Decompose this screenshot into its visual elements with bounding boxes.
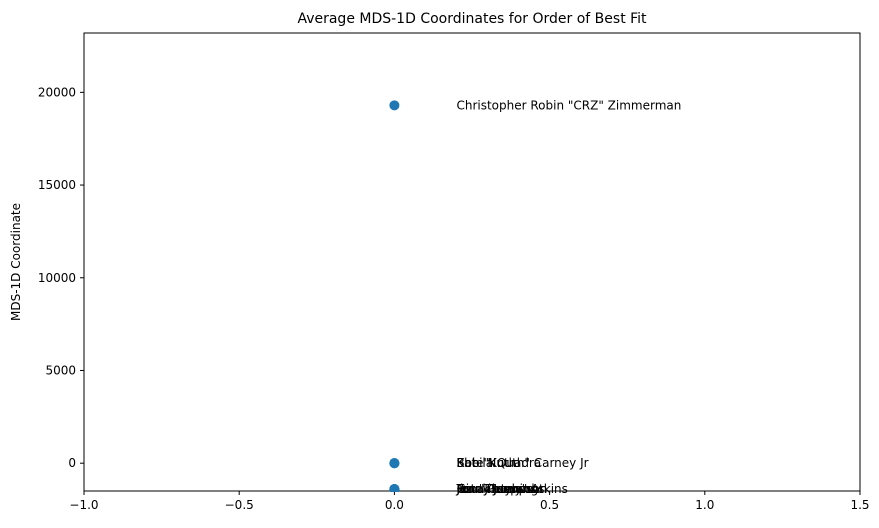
x-tick-label: 0.0 [385, 498, 404, 512]
data-point [389, 100, 400, 111]
point-annotation: Sheila Quadra [456, 456, 541, 470]
y-tick-label: 0 [68, 456, 76, 470]
point-annotation: Frank Jaspers [456, 482, 536, 496]
data-point [389, 458, 400, 469]
x-tick-label: 1.0 [695, 498, 714, 512]
plot-frame [83, 32, 861, 492]
y-tick-label: 20000 [38, 85, 76, 99]
chart-title: Average MDS-1D Coordinates for Order of … [297, 11, 647, 27]
point-annotation: Gina Gaylord [456, 482, 534, 496]
x-tick-label: 1.5 [850, 498, 869, 512]
x-tick-label: −0.5 [225, 498, 254, 512]
y-tick-label: 5000 [45, 363, 76, 377]
point-annotation: Jenny Jennings [455, 482, 544, 496]
point-annotation: Bob "Knuth" Carney Jr [456, 456, 588, 470]
data-points-group [389, 100, 400, 492]
point-annotation: Pete Peterson [456, 482, 539, 496]
data-point [389, 484, 400, 492]
y-tick-label: 15000 [38, 178, 76, 192]
point-annotation: Kate Nuth [456, 456, 516, 470]
y-tick-label: 10000 [38, 271, 76, 285]
point-annotation: Jim "Jimmy" Atkins [455, 482, 567, 496]
point-annotation: Tom Thompson [455, 482, 547, 496]
plot-area: −1.0 −0.5 0.0 0.5 1.0 1.5 0 5000 10000 15000 20000… [38, 32, 870, 512]
x-tick-label: −1.0 [69, 498, 98, 512]
y-axis-label: MDS-1D Coordinate [9, 203, 23, 321]
point-annotation: Christopher Robin "CRZ" Zimmerman [456, 98, 681, 112]
x-tick-label: 0.5 [540, 498, 559, 512]
